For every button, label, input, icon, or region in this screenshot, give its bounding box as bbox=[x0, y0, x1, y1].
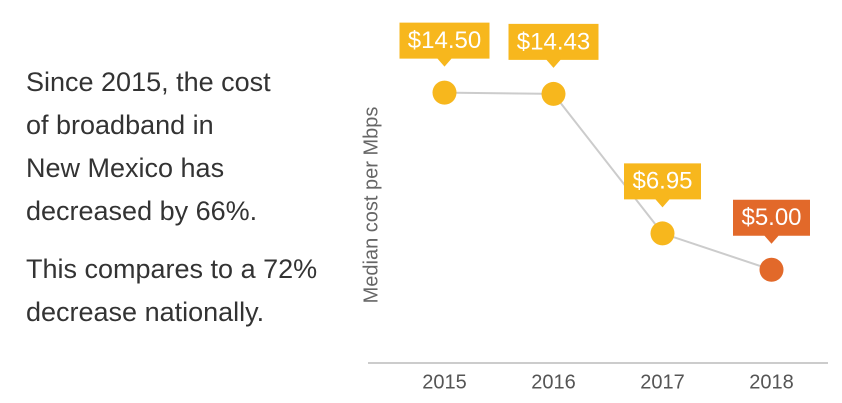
value-label: $5.00 bbox=[741, 204, 801, 231]
point bbox=[650, 221, 675, 246]
intro-text: New Mexico has bbox=[26, 153, 224, 183]
value-label: $14.43 bbox=[517, 28, 590, 55]
label-box bbox=[624, 163, 701, 208]
y-axis-label: Median cost per Mbps bbox=[360, 107, 382, 304]
label-box bbox=[399, 22, 490, 67]
point bbox=[759, 257, 784, 282]
x-tick-label: 2015 bbox=[422, 371, 467, 393]
intro-text: decrease nationally. bbox=[26, 297, 264, 327]
point bbox=[541, 81, 566, 106]
value-label: $14.50 bbox=[408, 27, 481, 54]
x-tick-label: 2018 bbox=[749, 371, 794, 393]
intro-text: This compares to a 72% bbox=[26, 254, 317, 284]
x-tick-label: 2017 bbox=[640, 371, 685, 393]
label-box bbox=[733, 199, 810, 244]
line bbox=[444, 91, 772, 271]
point bbox=[432, 80, 457, 105]
intro-text: Since 2015, the cost bbox=[26, 67, 271, 97]
intro-text: decreased by 66%. bbox=[26, 196, 257, 226]
value-label: $6.95 bbox=[632, 168, 692, 195]
label-box bbox=[508, 23, 599, 68]
x-tick-label: 2016 bbox=[531, 371, 576, 393]
intro-text: of broadband in bbox=[26, 110, 214, 140]
